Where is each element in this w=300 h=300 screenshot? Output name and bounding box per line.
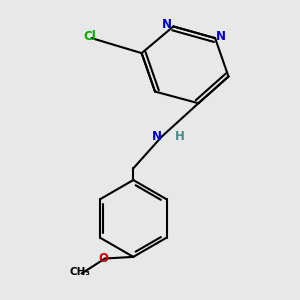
Text: O: O (98, 252, 108, 265)
Text: CH₃: CH₃ (69, 267, 90, 277)
Text: Cl: Cl (83, 30, 96, 43)
Text: N: N (216, 30, 226, 43)
Text: H: H (175, 130, 185, 143)
Text: N: N (162, 18, 172, 31)
Text: N: N (152, 130, 162, 143)
